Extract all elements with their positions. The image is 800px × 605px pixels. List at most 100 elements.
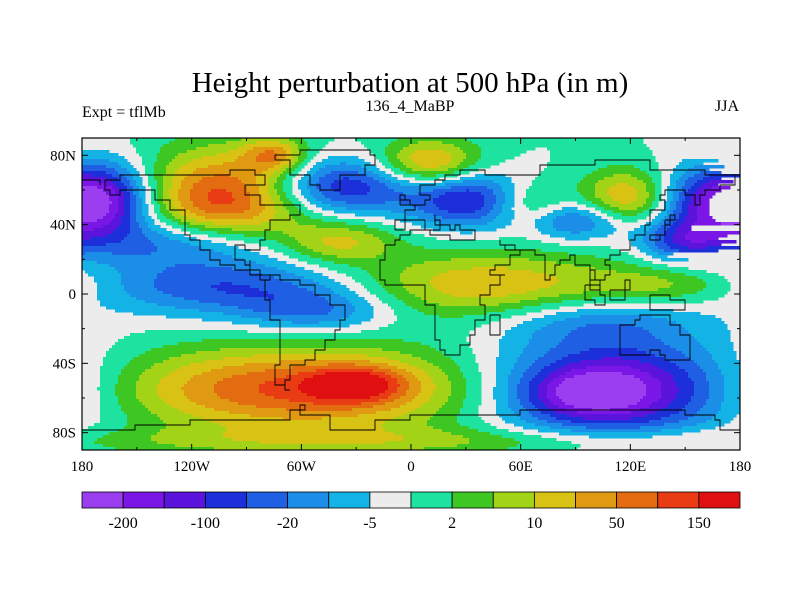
contour-cell <box>538 357 563 361</box>
contour-cell <box>145 369 176 373</box>
contour-cell <box>151 195 158 199</box>
contour-cell <box>166 375 194 379</box>
contour-cell <box>331 198 434 202</box>
contour-cell <box>109 210 119 214</box>
contour-cell <box>82 267 116 271</box>
contour-cell <box>493 396 509 400</box>
contour-cell <box>619 201 632 205</box>
contour-cell <box>508 447 578 450</box>
contour-cell <box>637 198 647 202</box>
contour-cell <box>238 306 335 310</box>
contour-cell <box>646 198 656 202</box>
contour-cell <box>664 342 701 346</box>
contour-cell <box>160 429 227 433</box>
contour-cell <box>298 372 326 376</box>
contour-cell <box>466 390 482 394</box>
contour-cell <box>694 174 710 178</box>
contour-cell <box>511 372 524 376</box>
contour-cell <box>106 165 122 169</box>
contour-cell <box>496 384 509 388</box>
contour-cell <box>532 333 569 337</box>
contour-cell <box>106 171 119 175</box>
contour-cell <box>403 438 470 442</box>
contour-cell <box>661 384 677 388</box>
contour-cell <box>118 402 143 406</box>
contour-cell <box>676 183 686 187</box>
contour-cell <box>400 168 413 172</box>
contour-cell <box>253 147 284 151</box>
coastline <box>619 314 691 361</box>
contour-cell <box>124 195 131 199</box>
contour-cell <box>685 195 692 199</box>
contour-cell <box>694 336 731 340</box>
contour-cell <box>319 282 341 286</box>
contour-cell <box>199 228 233 232</box>
y-tick-label: 40S <box>53 356 76 372</box>
contour-cell <box>556 387 647 391</box>
contour-cell <box>118 201 125 205</box>
contour-cell <box>397 366 419 370</box>
contour-cell <box>493 219 512 223</box>
contour-cell <box>592 201 605 205</box>
contour-cell <box>685 171 701 175</box>
contour-cell <box>697 180 710 184</box>
contour-cell <box>127 417 161 421</box>
contour-cell <box>400 273 440 277</box>
colorbar-box <box>616 491 659 509</box>
contour-cell <box>556 390 647 394</box>
contour-cell <box>463 315 512 319</box>
contour-cell <box>460 408 479 412</box>
contour-cell <box>559 279 668 283</box>
contour-cell <box>679 192 686 196</box>
contour-cell <box>85 270 119 274</box>
contour-cell <box>211 420 386 424</box>
contour-cell <box>706 420 731 424</box>
contour-cell <box>673 195 680 199</box>
contour-cell <box>661 417 689 421</box>
contour-cell <box>439 366 461 370</box>
contour-cell <box>316 204 332 208</box>
contour-cell <box>169 372 203 376</box>
contour-cell <box>448 375 464 379</box>
contour-cell <box>382 240 407 244</box>
contour-cell <box>382 426 434 430</box>
contour-cell <box>673 171 686 175</box>
contour-cell <box>106 354 140 358</box>
contour-cell <box>232 321 293 325</box>
contour-cell <box>157 201 164 205</box>
contour-cell <box>127 168 137 172</box>
contour-cell <box>592 219 608 223</box>
contour-cell <box>310 168 320 172</box>
contour-cell <box>505 309 542 313</box>
contour-cell <box>394 171 407 175</box>
contour-cell <box>160 147 197 151</box>
contour-cell <box>382 300 404 304</box>
contour-cell <box>283 180 293 184</box>
contour-cell <box>154 162 170 166</box>
contour-cell <box>646 186 656 190</box>
contour-cell <box>643 234 656 238</box>
contour-cell <box>373 171 386 175</box>
contour-cell <box>82 219 98 223</box>
contour-cell <box>373 234 395 238</box>
contour-cell <box>400 159 413 163</box>
contour-cell <box>439 222 488 226</box>
contour-cell <box>286 177 293 181</box>
contour-cell <box>706 402 722 406</box>
contour-cell <box>130 360 164 364</box>
contour-cell <box>385 216 419 220</box>
contour-cell <box>451 156 467 160</box>
contour-cell <box>154 171 167 175</box>
contour-cell <box>136 204 143 208</box>
contour-cell <box>289 210 302 214</box>
contour-cell <box>655 231 665 235</box>
contour-cell <box>679 225 692 229</box>
contour-cell <box>493 387 509 391</box>
contour-cell <box>130 171 140 175</box>
contour-cell <box>583 195 596 199</box>
contour-cell <box>688 330 731 334</box>
contour-cell <box>679 387 695 391</box>
contour-cell <box>82 177 107 181</box>
contour-cell <box>310 216 338 220</box>
contour-cell <box>136 210 143 214</box>
